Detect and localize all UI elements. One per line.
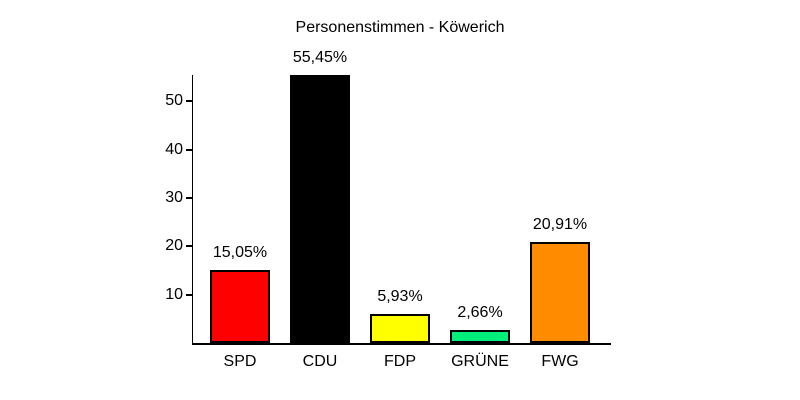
plot-area: 10 20 30 40 50 15,05% SPD 55,45% CDU 5,93% FDP 2,66… xyxy=(165,50,611,370)
y-axis-tick-label: 30 xyxy=(165,189,183,207)
bar-value-label: 20,91% xyxy=(532,216,588,233)
bar-value-label: 2,66% xyxy=(457,304,503,321)
category-label: FWG xyxy=(541,353,579,370)
category-label: CDU xyxy=(302,353,338,370)
bar-value-label: 5,93% xyxy=(377,288,423,305)
bar-value-label: 15,05% xyxy=(212,244,268,261)
category-label: FDP xyxy=(384,353,416,370)
bar-spd xyxy=(210,270,270,343)
y-axis-tick xyxy=(186,148,193,151)
category-label: SPD xyxy=(223,353,257,370)
y-axis-tick xyxy=(186,100,193,103)
y-axis-tick-label: 10 xyxy=(165,285,183,303)
chart-title: Personenstimmen - Köwerich xyxy=(295,19,505,36)
y-axis-tick xyxy=(186,245,193,248)
y-axis-tick xyxy=(186,197,193,200)
y-axis-tick-label: 20 xyxy=(165,237,183,255)
bar-cdu xyxy=(290,75,350,343)
y-axis-tick-label: 40 xyxy=(165,140,183,158)
y-axis-tick-label: 50 xyxy=(165,92,183,110)
bar-fwg xyxy=(530,242,590,343)
category-label: GRÜNE xyxy=(451,353,509,370)
bar-value-label: 55,45% xyxy=(292,49,348,66)
bar-gruene xyxy=(450,330,510,343)
y-axis-tick xyxy=(186,293,193,296)
bar-fdp xyxy=(370,314,430,343)
